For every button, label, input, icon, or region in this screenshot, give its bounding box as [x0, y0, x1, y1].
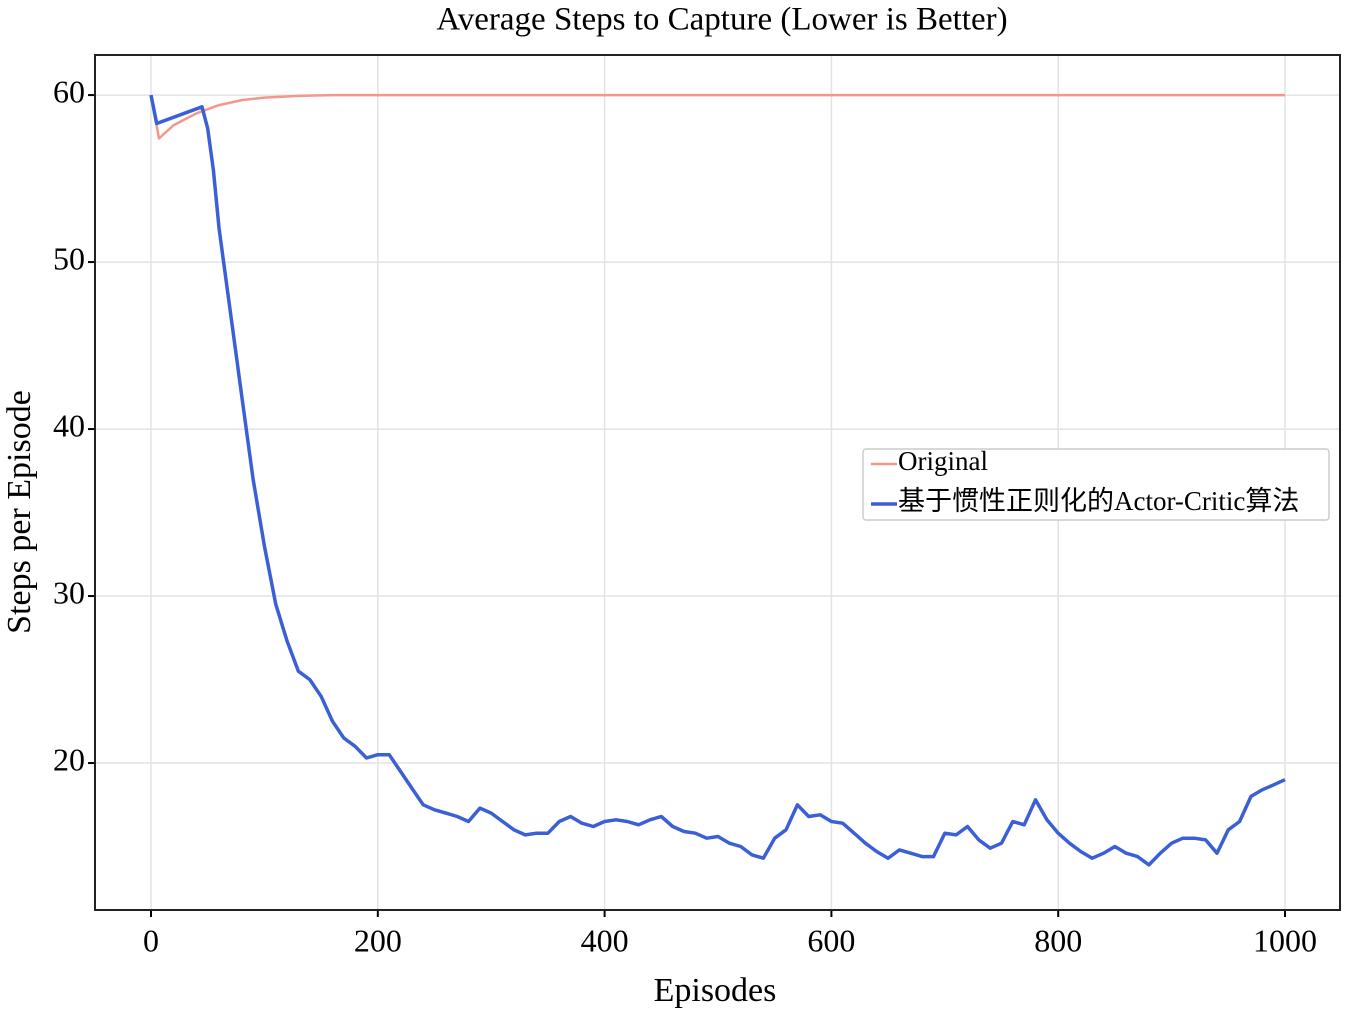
x-tick-label: 200 [354, 922, 402, 958]
x-tick-label: 0 [143, 922, 159, 958]
x-tick-label: 1000 [1253, 922, 1317, 958]
chart-title: Average Steps to Capture (Lower is Bette… [436, 2, 1007, 38]
x-tick-label: 600 [807, 922, 855, 958]
y-tick-label: 60 [53, 73, 85, 109]
line-series [149, 94, 1286, 867]
legend-label: Original [898, 446, 988, 476]
x-axis-label: Episodes [654, 972, 777, 1009]
y-tick-label: 50 [53, 240, 85, 276]
x-tick-label: 800 [1034, 922, 1082, 958]
line-series [149, 93, 1285, 140]
y-tick-label: 20 [53, 741, 85, 777]
legend-box [862, 448, 1330, 521]
plot-frame [94, 54, 1341, 911]
x-tick-label: 400 [581, 922, 629, 958]
legend-label: 基于惯性正则化的Actor-Critic算法 [898, 486, 1299, 516]
y-tick-label: 30 [53, 574, 85, 610]
y-axis-label: Steps per Episode [1, 390, 38, 634]
y-tick-label: 40 [53, 407, 85, 443]
